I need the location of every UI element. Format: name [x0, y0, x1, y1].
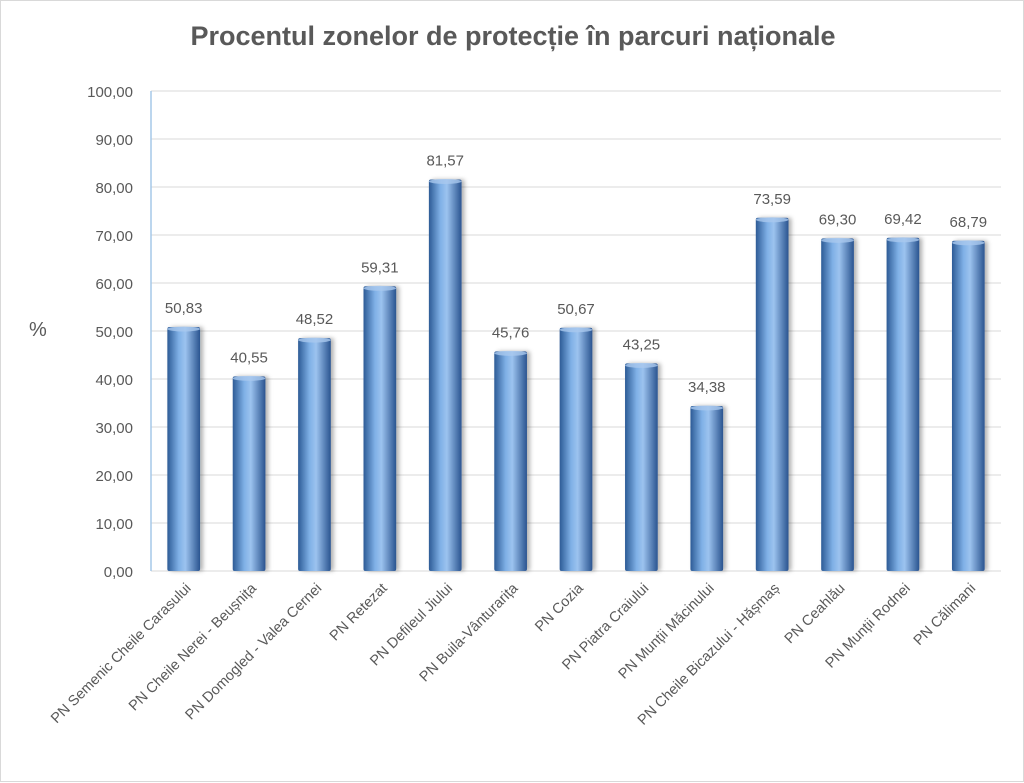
bar — [428, 179, 462, 572]
data-label: 40,55 — [230, 349, 268, 366]
bar — [232, 376, 266, 571]
bar-cap — [167, 326, 201, 332]
y-tick-label: 20,00 — [95, 468, 133, 485]
y-tick-label: 50,00 — [95, 324, 133, 341]
bar-cap — [821, 237, 854, 243]
bar — [755, 217, 789, 571]
data-label: 45,76 — [492, 324, 530, 341]
y-tick-label: 10,00 — [95, 516, 133, 533]
data-label: 68,79 — [950, 214, 988, 231]
y-tick-label: 100,00 — [87, 84, 133, 101]
data-label: 81,57 — [426, 152, 464, 169]
data-label: 69,42 — [884, 211, 922, 228]
bar — [690, 405, 724, 571]
bar-cap — [690, 405, 724, 411]
bar-cap — [951, 240, 985, 246]
bar-cap — [232, 375, 266, 381]
bar — [559, 327, 593, 571]
data-label: 34,38 — [688, 379, 726, 396]
bar — [886, 237, 920, 571]
x-tick-label: PN Ceahlău — [782, 581, 849, 648]
x-tick-label: PN Călimani — [911, 581, 979, 649]
bar — [494, 351, 527, 571]
chart-title: Procentul zonelor de protecție în parcur… — [190, 21, 836, 51]
bar-cap — [625, 362, 658, 368]
bar — [951, 240, 985, 572]
bar-cap — [428, 178, 462, 184]
bar — [625, 363, 658, 571]
bar — [298, 338, 331, 571]
data-label: 69,30 — [819, 211, 857, 228]
bar-cap — [298, 337, 331, 343]
bar-cap — [494, 350, 527, 356]
y-tick-label: 40,00 — [95, 372, 133, 389]
bar — [821, 238, 854, 572]
x-tick-label: PN Domogled - Valea Cernei — [183, 581, 326, 724]
bar-cap — [363, 285, 397, 291]
y-tick-label: 60,00 — [95, 276, 133, 293]
y-tick-label: 30,00 — [95, 420, 133, 437]
y-axis-label: % — [29, 319, 47, 341]
y-tick-label: 80,00 — [95, 180, 133, 197]
x-tick-label: PN Cheile Bicazului - Hășmaș — [635, 581, 783, 729]
x-tick-label: PN Retezat — [327, 581, 391, 645]
bar — [363, 286, 397, 571]
bar-cap — [559, 327, 593, 333]
data-label: 50,83 — [165, 300, 203, 317]
y-tick-label: 0,00 — [104, 564, 133, 581]
data-label: 50,67 — [557, 301, 595, 318]
data-label: 59,31 — [361, 259, 399, 276]
x-tick-label: PN Cheile Nerei - Beușnița — [126, 580, 260, 714]
data-label: 43,25 — [623, 336, 661, 353]
data-label: 73,59 — [753, 191, 791, 208]
bar-cap — [886, 237, 920, 243]
data-label: 48,52 — [296, 311, 334, 328]
y-tick-label: 90,00 — [95, 132, 133, 149]
y-tick-label: 70,00 — [95, 228, 133, 245]
bar-cap — [755, 217, 789, 223]
x-tick-label: PN Semenic Cheile Carasului — [48, 581, 194, 727]
bar — [167, 327, 201, 571]
x-tick-label: PN Cozia — [532, 580, 587, 635]
